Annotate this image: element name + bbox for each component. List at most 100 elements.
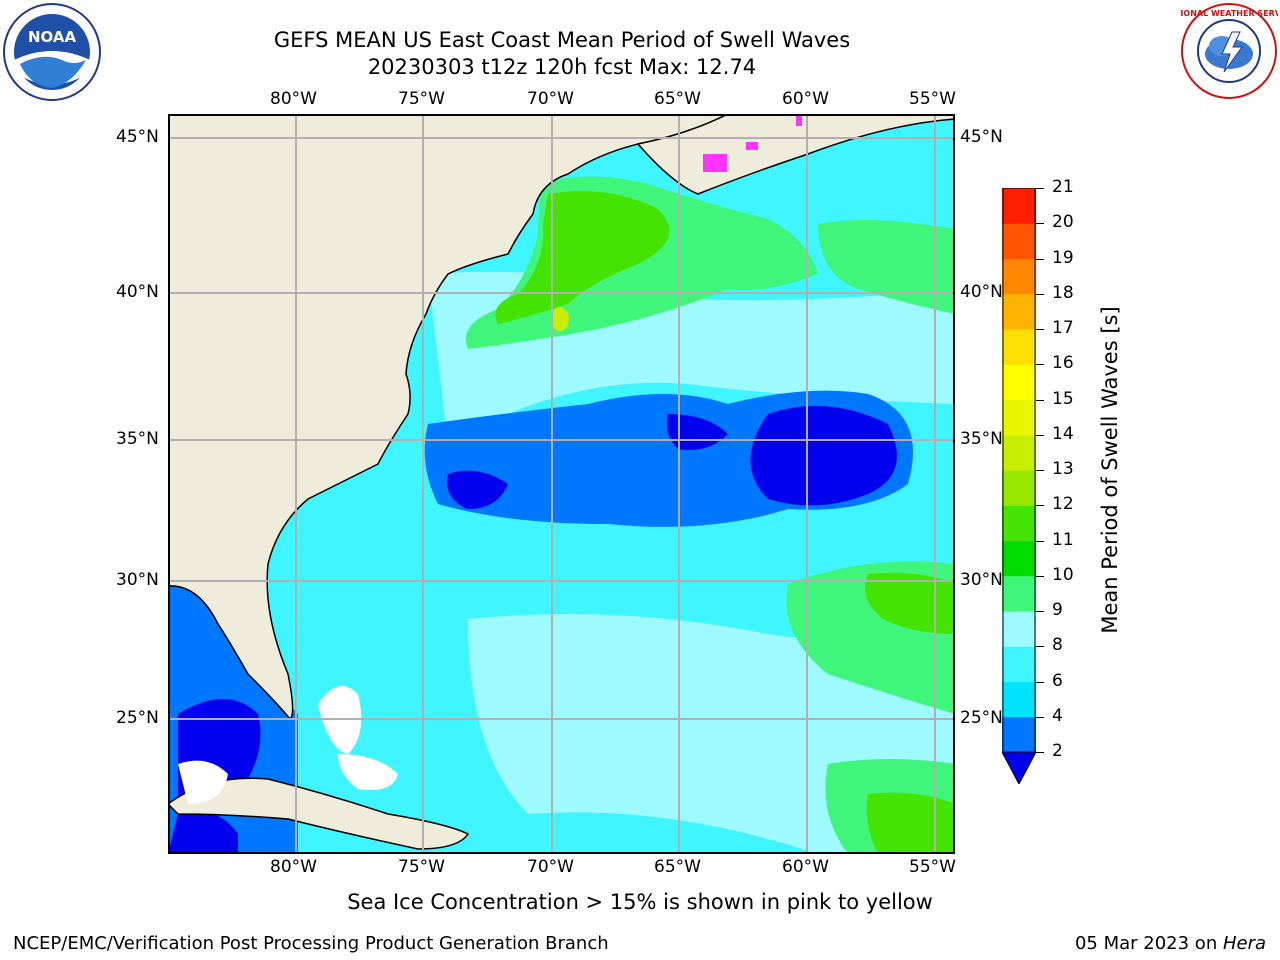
lon-label-bottom-75w: 75°W — [398, 857, 445, 877]
colorbar-tick-mark — [1036, 329, 1044, 330]
lon-label-bottom-65w: 65°W — [654, 857, 701, 877]
colorbar-tick-label: 19 — [1052, 247, 1074, 268]
sea-ice-patch-north — [796, 116, 802, 126]
colorbar-tick-label: 14 — [1052, 423, 1074, 444]
colorbar-tick-label: 10 — [1052, 564, 1074, 585]
lon-label-bottom-70w: 70°W — [527, 857, 574, 877]
lat-label-right-30n: 30°N — [960, 570, 1003, 590]
colorbar-under-triangle — [1001, 751, 1037, 786]
sea-ice-note: Sea Ice Concentration > 15% is shown in … — [347, 890, 933, 914]
lat-label-right-40n: 40°N — [960, 282, 1003, 302]
colorbar-tick-label: 16 — [1052, 353, 1074, 374]
colorbar-segment — [1002, 611, 1036, 647]
land-cuba — [166, 777, 470, 850]
gulf-dark-south — [168, 811, 238, 854]
lon-label-bottom-55w: 55°W — [909, 857, 956, 877]
colorbar-tick-label: 11 — [1052, 529, 1074, 550]
footer-date: 05 Mar 2023 on Hera — [1075, 933, 1266, 954]
lon-label-top-75w: 75°W — [398, 89, 445, 109]
colorbar-tick-label: 17 — [1052, 318, 1074, 338]
green-swell-northeast — [818, 220, 955, 314]
colorbar-tick-label: 9 — [1052, 600, 1063, 620]
colorbar-tick-mark — [1036, 681, 1044, 683]
noaa-logo: NOAA — [2, 2, 102, 102]
colorbar-tick-mark — [1036, 258, 1044, 260]
colorbar-segment — [1002, 293, 1036, 330]
colorbar — [1001, 187, 1037, 786]
dark-blue-swell-west — [447, 470, 508, 509]
colorbar-tick-label: 21 — [1052, 177, 1074, 197]
dark-blue-swell-east — [750, 406, 897, 506]
colorbar-axis-label: Mean Period of Swell Waves [s] — [1098, 306, 1122, 634]
land-nova-scotia — [636, 113, 956, 195]
lat-label-left-45n: 45°N — [116, 127, 159, 147]
colorbar-tick-mark — [1036, 399, 1044, 401]
colorbar-segment — [1002, 188, 1036, 224]
colorbar-tick-label: 4 — [1052, 705, 1063, 726]
colorbar-segment — [1002, 434, 1036, 471]
colorbar-segment — [1002, 505, 1036, 541]
footer-date-text: 05 Mar 2023 on — [1074, 933, 1223, 954]
colorbar-tick-label: 6 — [1052, 670, 1063, 691]
colorbar-segment — [1002, 223, 1036, 259]
map-canvas — [166, 113, 956, 854]
colorbar-tick-mark — [1036, 716, 1044, 718]
colorbar-tick-label: 15 — [1052, 388, 1074, 409]
lat-label-right-35n: 35°N — [960, 429, 1003, 449]
lat-label-left-30n: 30°N — [116, 570, 159, 590]
colorbar-segment — [1002, 646, 1036, 682]
colorbar-tick-mark — [1036, 646, 1044, 648]
lat-label-left-35n: 35°N — [116, 429, 159, 449]
nws-logo-text: NATIONAL WEATHER SERVICE — [1180, 9, 1278, 18]
lon-label-top-70w: 70°W — [527, 89, 574, 109]
green-swell-southeast-core — [865, 572, 955, 634]
colorbar-tick-mark — [1036, 434, 1044, 436]
colorbar-tick-mark — [1036, 505, 1044, 507]
colorbar-frame — [1002, 187, 1036, 753]
footer-producer: NCEP/EMC/Verification Post Processing Pr… — [13, 933, 609, 954]
lon-label-bottom-80w: 80°W — [270, 857, 317, 877]
colorbar-tick-label: 2 — [1052, 741, 1063, 761]
lat-label-left-40n: 40°N — [116, 282, 159, 302]
colorbar-tick-mark — [1036, 223, 1044, 225]
lon-label-top-55w: 55°W — [909, 89, 956, 109]
colorbar-segment — [1002, 470, 1036, 506]
colorbar-tick-mark — [1036, 293, 1044, 295]
colorbar-tick-label: 13 — [1052, 459, 1074, 479]
colorbar-tick-label: 8 — [1052, 635, 1063, 656]
colorbar-segment — [1002, 716, 1036, 753]
map-panel — [166, 113, 956, 854]
colorbar-segment — [1002, 681, 1036, 718]
colorbar-tick-label: 12 — [1052, 494, 1074, 515]
lat-label-right-25n: 25°N — [960, 708, 1003, 728]
yellow-green-spot — [551, 307, 569, 331]
colorbar-tick-mark — [1036, 540, 1044, 542]
chart-title: GEFS MEAN US East Coast Mean Period of S… — [273, 28, 851, 52]
colorbar-canvas — [1001, 187, 1037, 786]
colorbar-segment — [1002, 399, 1036, 436]
map-border — [168, 114, 955, 854]
colorbar-tick-mark — [1036, 752, 1044, 753]
no-data-bahamas-east — [338, 754, 398, 790]
chart-subtitle: 20230303 t12z 120h fcst Max: 12.74 — [367, 55, 757, 79]
colorbar-tick-mark — [1036, 575, 1044, 577]
colorbar-segment — [1002, 575, 1036, 612]
lon-label-top-65w: 65°W — [654, 89, 701, 109]
lat-label-right-45n: 45°N — [960, 127, 1003, 147]
lat-label-left-25n: 25°N — [116, 708, 159, 728]
footer-machine: Hera — [1222, 933, 1266, 954]
map-gridlines — [168, 114, 955, 854]
colorbar-segment — [1002, 364, 1036, 400]
colorbar-segment — [1002, 258, 1036, 295]
no-data-gulf-shelf — [178, 760, 228, 804]
colorbar-tick-label: 18 — [1052, 282, 1074, 303]
sea-ice-patch — [703, 154, 727, 172]
noaa-logo-text: NOAA — [28, 28, 77, 46]
colorbar-tick-label: 20 — [1052, 212, 1074, 233]
land-us-east-coast — [167, 113, 729, 721]
colorbar-tick-mark — [1036, 611, 1044, 612]
colorbar-tick-mark — [1036, 470, 1044, 471]
sea-ice-patch-small — [746, 142, 758, 150]
colorbar-segment — [1002, 329, 1036, 365]
lon-label-bottom-60w: 60°W — [782, 857, 829, 877]
